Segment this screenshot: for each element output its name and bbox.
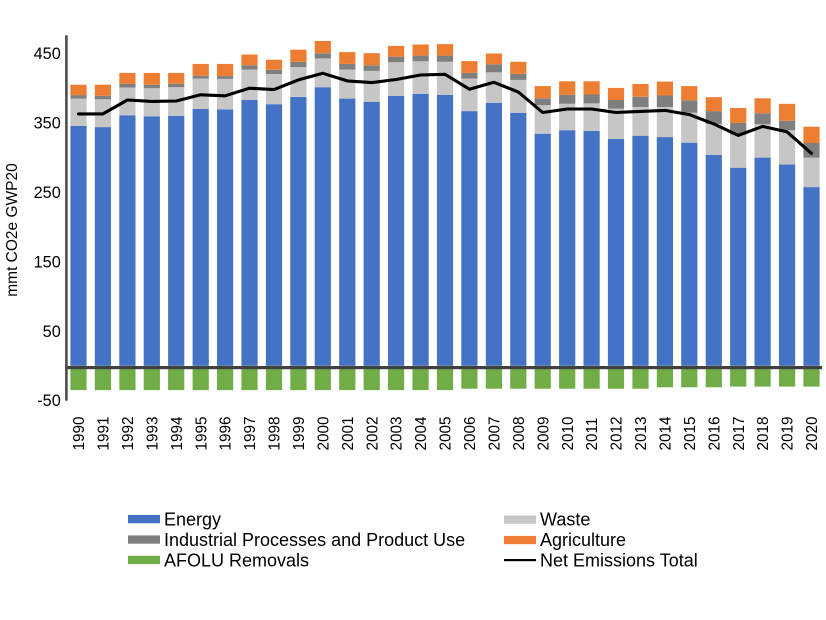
svg-text:2011: 2011 <box>584 418 601 451</box>
svg-text:2016: 2016 <box>706 416 723 450</box>
svg-text:2012: 2012 <box>609 416 626 450</box>
svg-text:2010: 2010 <box>560 416 577 450</box>
svg-text:2003: 2003 <box>389 416 406 450</box>
svg-text:1995: 1995 <box>193 416 210 450</box>
svg-text:Net Emissions Total: Net Emissions Total <box>540 550 698 570</box>
svg-text:2015: 2015 <box>682 416 699 450</box>
svg-text:450: 450 <box>34 45 61 63</box>
svg-text:2004: 2004 <box>413 416 430 451</box>
svg-text:Waste: Waste <box>540 510 590 530</box>
svg-text:2000: 2000 <box>315 416 332 450</box>
svg-text:Industrial Processes and Produ: Industrial Processes and Product Use <box>164 530 465 550</box>
svg-text:2014: 2014 <box>658 416 675 451</box>
svg-text:2018: 2018 <box>755 416 772 450</box>
svg-text:1997: 1997 <box>242 416 259 450</box>
svg-text:Agriculture: Agriculture <box>540 530 626 550</box>
svg-text:-50: -50 <box>37 392 61 410</box>
svg-text:2009: 2009 <box>535 416 552 450</box>
svg-text:1996: 1996 <box>218 416 235 450</box>
svg-text:AFOLU Removals: AFOLU Removals <box>164 550 309 570</box>
svg-text:1994: 1994 <box>169 416 186 451</box>
svg-text:1993: 1993 <box>144 416 161 450</box>
svg-text:350: 350 <box>34 115 61 133</box>
svg-text:2002: 2002 <box>364 416 381 450</box>
svg-text:2008: 2008 <box>511 416 528 450</box>
svg-text:250: 250 <box>34 184 61 202</box>
svg-text:2006: 2006 <box>462 416 479 450</box>
svg-text:Energy: Energy <box>164 510 221 530</box>
svg-text:2017: 2017 <box>731 416 748 450</box>
svg-text:1998: 1998 <box>267 416 284 450</box>
svg-text:2005: 2005 <box>438 416 455 450</box>
svg-text:2007: 2007 <box>487 416 504 450</box>
svg-text:2001: 2001 <box>340 416 357 450</box>
svg-text:mmt CO2e GWP20: mmt CO2e GWP20 <box>4 163 21 297</box>
svg-text:2019: 2019 <box>780 416 797 450</box>
svg-text:50: 50 <box>43 323 61 341</box>
svg-text:1990: 1990 <box>71 416 88 450</box>
svg-text:2020: 2020 <box>804 416 821 450</box>
svg-text:150: 150 <box>34 253 61 271</box>
svg-text:1992: 1992 <box>120 416 137 450</box>
svg-text:2013: 2013 <box>633 416 650 450</box>
svg-text:1999: 1999 <box>291 416 308 450</box>
svg-text:1991: 1991 <box>96 416 113 450</box>
